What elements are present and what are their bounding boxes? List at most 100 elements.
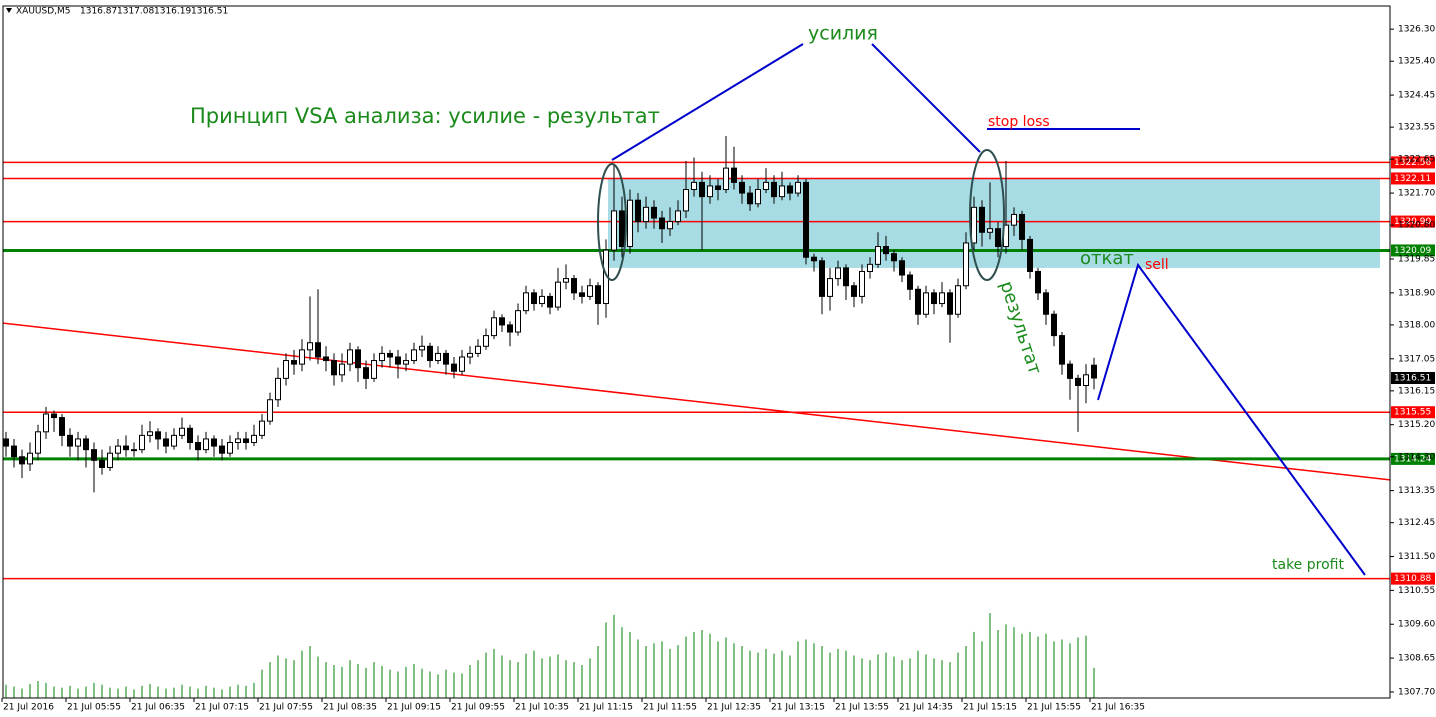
level-label: 1320.90 <box>1394 217 1431 227</box>
candle-body <box>579 292 585 297</box>
candle-body <box>987 228 993 233</box>
candle-body <box>883 246 889 255</box>
candle-body <box>155 431 161 440</box>
candle-body <box>787 185 793 194</box>
candle-body <box>267 399 273 422</box>
candle-body <box>867 263 873 272</box>
candle-body <box>755 189 761 205</box>
candle-body <box>539 295 545 305</box>
y-tick-label: 1324.45 <box>1398 91 1435 101</box>
candle-body <box>1067 363 1073 379</box>
candle-body <box>771 181 777 198</box>
y-tick-label: 1321.70 <box>1398 189 1435 199</box>
y-tick-label: 1318.00 <box>1398 320 1435 330</box>
candle-body <box>699 181 705 198</box>
x-tick-label: 21 Jul 11:15 <box>579 703 633 713</box>
header-low: 1316.19 <box>154 7 191 17</box>
trendline <box>2 322 1391 481</box>
candle-body <box>91 449 97 461</box>
annotation-title: Принцип VSA анализа: усилие - результат <box>190 104 660 128</box>
candle-body <box>43 413 49 433</box>
candle-body <box>1059 335 1065 365</box>
y-tick-label: 1309.60 <box>1398 620 1435 630</box>
y-tick-label: 1308.65 <box>1398 654 1435 664</box>
level-label: 1310.88 <box>1394 574 1431 584</box>
effort-line <box>611 43 804 161</box>
y-tick-label: 1317.05 <box>1398 354 1435 364</box>
candle-body <box>739 181 745 194</box>
effort-ellipse <box>597 163 627 281</box>
x-tick-label: 21 Jul 07:15 <box>195 703 249 713</box>
x-tick-label: 21 Jul 06:35 <box>131 703 185 713</box>
header-open: 1316.87 <box>80 7 117 17</box>
x-tick-label: 21 Jul 13:15 <box>771 703 825 713</box>
candle-body <box>1051 313 1057 337</box>
candle-body <box>275 377 281 401</box>
candle-body <box>467 352 473 358</box>
candle-body <box>19 456 25 465</box>
annotation-sell: sell <box>1145 257 1169 273</box>
candle-body <box>27 452 33 465</box>
candle-body <box>107 452 113 468</box>
candle-body <box>803 181 809 258</box>
candle-body <box>283 360 289 379</box>
candle-body <box>483 335 489 347</box>
y-tick-label: 1318.90 <box>1398 288 1435 298</box>
candle-body <box>851 285 857 297</box>
y-tick-label: 1326.30 <box>1398 25 1435 35</box>
candle-body <box>923 292 929 315</box>
candle-body <box>963 242 969 287</box>
x-tick-label: 21 Jul 07:55 <box>259 703 313 713</box>
candle-body <box>1083 374 1089 386</box>
candle-body <box>395 356 401 365</box>
candle-body <box>315 342 321 358</box>
candle-body <box>523 292 529 312</box>
candle-body <box>859 270 865 297</box>
candle-body <box>1091 364 1097 379</box>
level-label: 1315.55 <box>1394 408 1431 418</box>
candle-body <box>195 442 201 451</box>
candle-body <box>347 349 353 365</box>
candle-body <box>1019 213 1025 240</box>
x-tick-label: 21 Jul 13:55 <box>835 703 889 713</box>
candle-body <box>939 292 945 305</box>
candle-body <box>707 185 713 198</box>
candle-body <box>171 434 177 447</box>
candle-body <box>675 210 681 223</box>
level-label-bg <box>1391 452 1435 465</box>
x-tick-label: 21 Jul 2016 <box>3 703 54 713</box>
candle-body <box>723 167 729 191</box>
candle-body <box>715 185 721 191</box>
plot-area <box>2 136 1391 698</box>
candle-body <box>459 356 465 372</box>
x-tick-label: 21 Jul 10:35 <box>515 703 569 713</box>
candle-body <box>915 288 921 315</box>
header-icon <box>6 8 12 13</box>
x-tick-label: 21 Jul 11:55 <box>643 703 697 713</box>
candle-body <box>211 438 217 447</box>
x-tick-label: 21 Jul 14:35 <box>899 703 953 713</box>
candle-body <box>243 438 249 444</box>
candle-body <box>131 449 137 452</box>
x-tick-label: 21 Jul 08:35 <box>323 703 377 713</box>
candle-body <box>667 221 673 230</box>
candle-body <box>451 363 457 372</box>
symbol: XAUUSD,M5 <box>16 7 71 17</box>
candle-body <box>995 228 1001 248</box>
candle-body <box>491 317 497 337</box>
candle-body <box>427 345 433 362</box>
level-label-bg <box>1391 572 1435 585</box>
y-tick-label: 1325.40 <box>1398 57 1435 67</box>
candle-body <box>683 189 689 212</box>
candle-body <box>139 434 145 451</box>
candle-body <box>379 352 385 362</box>
candle-body <box>971 206 977 244</box>
y-tick-label: 1316.15 <box>1398 386 1435 396</box>
y-tick-label: 1322.65 <box>1398 155 1435 165</box>
candle-body <box>747 192 753 205</box>
candle-body <box>955 285 961 315</box>
candle-body <box>563 278 569 283</box>
candle-body <box>291 360 297 365</box>
candle-body <box>627 199 633 248</box>
candle-body <box>843 267 849 287</box>
